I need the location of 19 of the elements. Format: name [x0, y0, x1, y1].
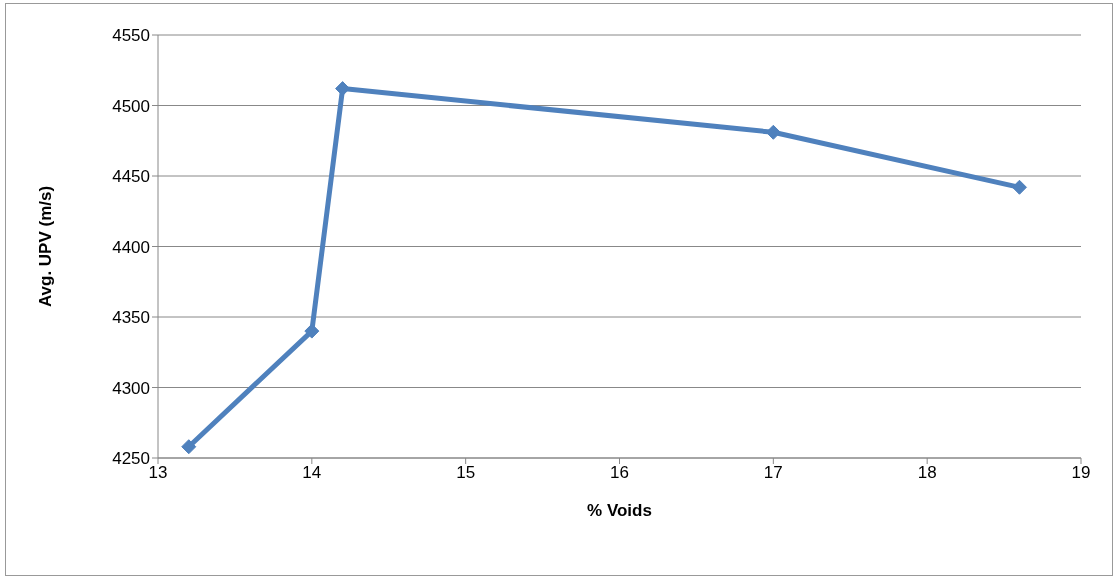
y-tick-label: 4300	[112, 378, 150, 398]
point	[181, 439, 197, 455]
y-tick-label: 4350	[112, 308, 150, 328]
x-tick-label: 17	[763, 463, 783, 483]
point	[304, 323, 320, 339]
x-tick-label: 15	[456, 463, 476, 483]
x-tick-label: 18	[917, 463, 937, 483]
y-axis-title: Avg. UPV (m/s)	[36, 185, 56, 308]
x-tick-label: 16	[610, 463, 629, 483]
x-tick-label: 13	[148, 463, 168, 483]
point	[1011, 179, 1027, 195]
x-axis-title: % Voids	[587, 501, 652, 520]
x-tick-label: 19	[1071, 463, 1091, 483]
y-tick-label: 4550	[112, 26, 150, 46]
x-tick-label: 14	[302, 463, 322, 483]
y-tick-label: 4450	[112, 167, 150, 187]
y-tick-label: 4250	[112, 449, 150, 469]
y-tick-label: 4400	[112, 237, 150, 257]
y-tick-label: 4500	[112, 96, 150, 116]
